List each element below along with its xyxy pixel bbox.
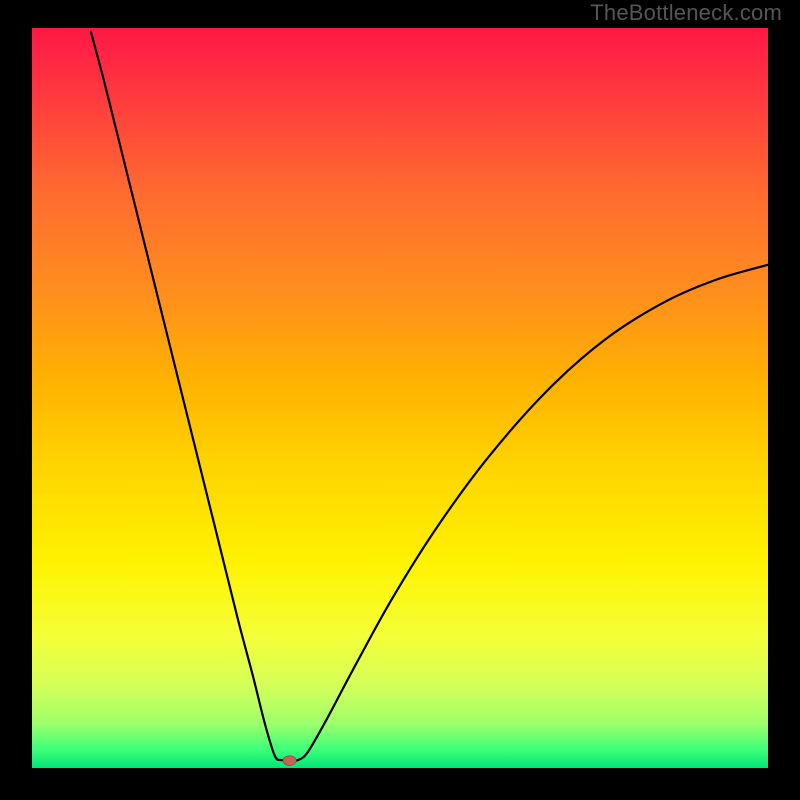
curve-layer: [32, 28, 768, 768]
chart-outer-frame: TheBottleneck.com: [0, 0, 800, 800]
bottleneck-curve: [91, 32, 768, 761]
chart-stage: TheBottleneck.com: [0, 0, 800, 800]
watermark-text: TheBottleneck.com: [590, 0, 782, 26]
minimum-marker: [283, 756, 296, 766]
chart-plot-area: [32, 28, 768, 768]
